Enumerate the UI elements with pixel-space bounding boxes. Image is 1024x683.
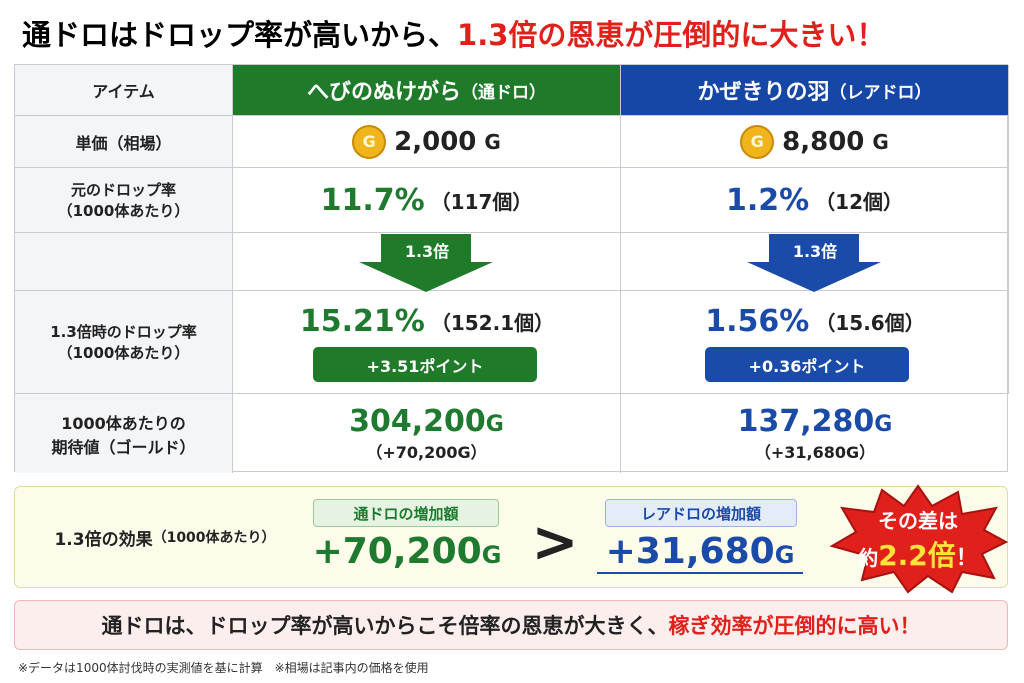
label: アイテム [92, 82, 155, 101]
banner-text: 通ドロは、ドロップ率が高いからこそ倍率の恩恵が大きく、 [101, 614, 669, 638]
delta-badge: +0.36ポイント [705, 347, 909, 382]
label: 1.3倍時のドロップ率 [50, 323, 197, 341]
title: 通ドロはドロップ率が高いから、1.3倍の恩恵が圧倒的に大きい！ [22, 12, 885, 54]
burst-suffix: ！ [955, 545, 978, 571]
gain: （+31,680G） [754, 443, 876, 462]
banner: 通ドロは、ドロップ率が高いからこそ倍率の恩恵が大きく、 稼ぎ効率が圧倒的に高い！ [14, 600, 1008, 650]
header-cell: かぜきりの羽 （レアドロ） [621, 65, 1009, 116]
coin-icon: G [352, 124, 387, 159]
arrow [747, 234, 881, 292]
gain: （+70,200G） [366, 443, 487, 462]
burst-prefix: 約 [858, 545, 879, 570]
title-highlight: 1.3倍の恩恵が圧倒的に大きい！ [457, 18, 886, 52]
expected: 137,280 [737, 404, 875, 439]
coin-icon: G [740, 124, 775, 159]
unit: G [774, 541, 795, 569]
label: 元のドロップ率 [70, 181, 176, 199]
row-label [15, 233, 233, 291]
item-name: へびのぬけがら [306, 80, 461, 105]
rate: 11.7% [320, 182, 425, 218]
footnote: ※データは1000体討伐時の実測値を基に計算 ※相場は記事内の価格を使用 [18, 661, 429, 675]
tag: 通ドロの増加額 [313, 499, 499, 527]
label: 1000体あたりの [61, 413, 186, 433]
price-cell: G 2,000 G [233, 116, 621, 168]
multiplier: 1.3倍 [404, 242, 450, 261]
label: （1000体あたり） [57, 202, 190, 220]
effect-note: （1000体あたり） [152, 530, 276, 546]
unit: G [484, 129, 501, 154]
burst [829, 484, 1008, 594]
count: （12個） [815, 189, 904, 214]
unit: G [481, 541, 502, 569]
expected-cell: 137,280G （+31,680G） [621, 394, 1009, 473]
rate: 15.21% [299, 303, 425, 339]
header-cell: アイテム [15, 65, 233, 116]
rate: 1.56% [705, 303, 810, 339]
row-label: 単価（相場） [15, 116, 233, 168]
price: 2,000 [394, 126, 477, 157]
count: （152.1個） [430, 310, 555, 335]
value: +31,680 [605, 531, 775, 572]
comparator: > [531, 509, 579, 575]
delta-badge: +3.51ポイント [313, 347, 537, 382]
unit: G [872, 129, 889, 154]
effect-box: 1.3倍の効果 （1000体あたり） 通ドロの増加額 +70,200G > レアド… [14, 486, 1008, 588]
unit: G [874, 412, 893, 437]
multiplier: 1.3倍 [792, 242, 838, 261]
rate-cell: 1.2% （12個） [621, 168, 1009, 233]
arrow-cell: 1.3倍 [233, 233, 621, 292]
count: （15.6個） [815, 310, 925, 335]
row-label: 元のドロップ率 （1000体あたり） [15, 168, 233, 233]
item-tag: （通ドロ） [461, 82, 546, 103]
header-cell: へびのぬけがら （通ドロ） [233, 65, 621, 116]
rate-cell: 11.7% （117個） [233, 168, 621, 233]
unit: G [485, 412, 504, 437]
banner-highlight: 稼ぎ効率が圧倒的に高い！ [668, 614, 921, 638]
expected: 304,200 [349, 404, 486, 439]
item-name: かぜきりの羽 [697, 80, 830, 105]
effect-value: +31,680G [597, 531, 803, 574]
row-label: 1.3倍時のドロップ率 （1000体あたり） [15, 291, 233, 394]
burst-text: その差は 約2.2倍！ [838, 496, 998, 582]
tag: レアドロの増加額 [605, 499, 797, 527]
item-tag: （レアドロ） [829, 82, 932, 103]
effect-value: +70,200G [307, 531, 507, 572]
burst-ratio: 2.2倍 [878, 538, 956, 572]
arrow-cell: 1.3倍 [621, 233, 1009, 292]
effect-label: 1.3倍の効果 [54, 529, 153, 550]
expected-cell: 304,200G （+70,200G） [233, 394, 621, 473]
new-rate-cell: 1.56% （15.6個） +0.36ポイント [621, 291, 1009, 394]
row-label: 1000体あたりの 期待値（ゴールド） [15, 394, 233, 473]
value: +70,200 [312, 531, 482, 572]
rate: 1.2% [725, 182, 810, 218]
label: （1000体あたり） [57, 344, 190, 362]
label: 期待値（ゴールド） [51, 437, 196, 457]
title-part: 通ドロはドロップ率が高いから、 [22, 18, 458, 52]
label: 単価（相場） [75, 133, 172, 153]
burst-line: その差は [878, 508, 958, 533]
count: （117個） [430, 189, 533, 214]
price-cell: G 8,800 G [621, 116, 1009, 168]
price: 8,800 [782, 126, 865, 157]
new-rate-cell: 15.21% （152.1個） +3.51ポイント [233, 291, 621, 394]
arrow [359, 234, 493, 292]
